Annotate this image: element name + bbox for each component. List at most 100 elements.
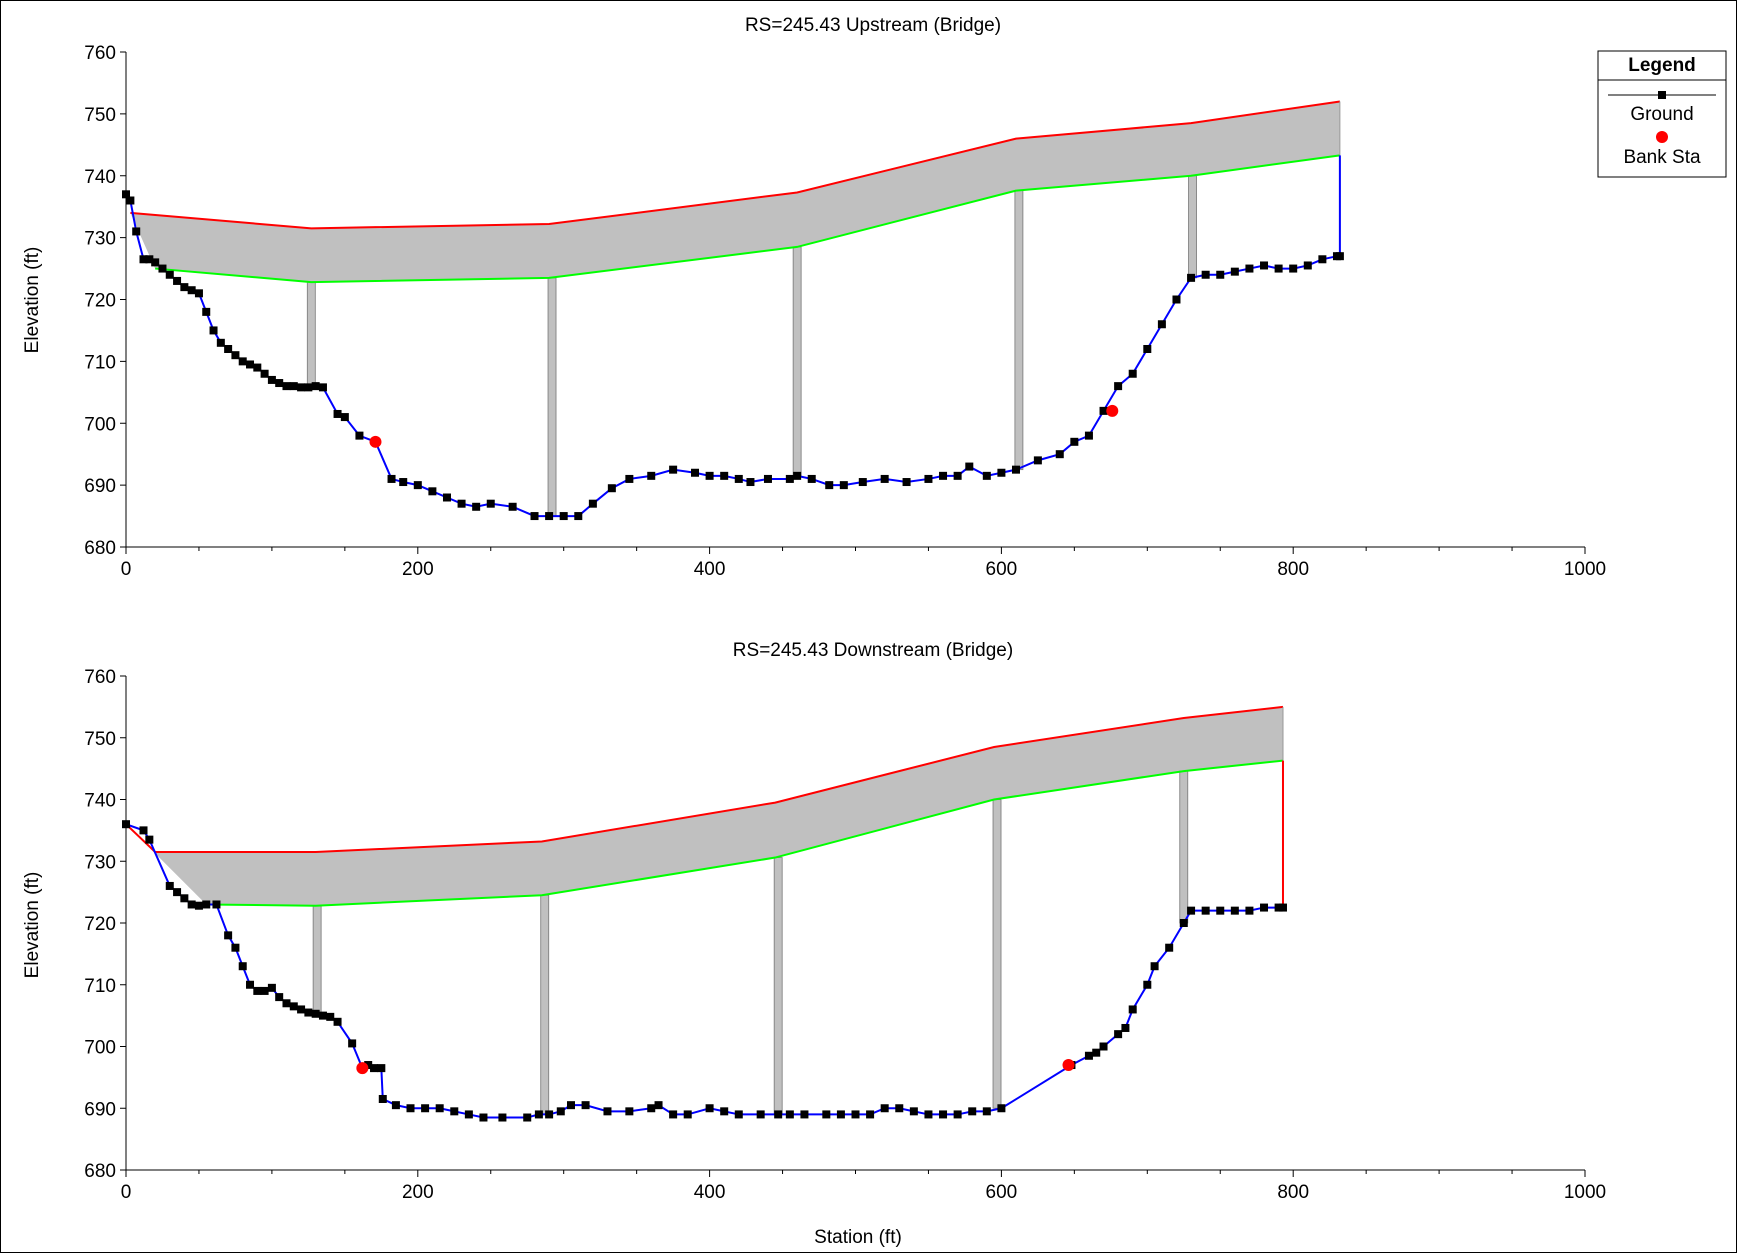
downstream-ground-point-25 — [326, 1012, 335, 1021]
upstream-ground-point-61 — [825, 481, 834, 490]
downstream-y-tick-label-710: 710 — [84, 976, 116, 997]
downstream-ground-point-24 — [318, 1011, 327, 1020]
upstream-ground-point-69 — [965, 462, 974, 471]
upstream-ground-point-18 — [238, 357, 247, 366]
upstream-ground-point-48 — [607, 484, 616, 493]
upstream-bridge-deck-fill — [130, 101, 1340, 283]
downstream-ground-point-45 — [566, 1101, 575, 1110]
upstream-ground-point-88 — [1260, 261, 1269, 270]
downstream-ground-point-91 — [1278, 903, 1287, 912]
downstream-ground-point-59 — [800, 1110, 809, 1119]
upstream-bank-station-2 — [1106, 404, 1119, 417]
downstream-bridge-deck-fill — [126, 706, 1283, 906]
upstream-ground-point-15 — [216, 338, 225, 347]
downstream-ground-point-26 — [333, 1017, 342, 1026]
downstream-ground-point-19 — [282, 999, 291, 1008]
downstream-ground-point-23 — [311, 1009, 320, 1018]
upstream-ground-point-94 — [1335, 252, 1344, 261]
legend-bank-sta-label: Bank Sta — [1623, 147, 1701, 168]
downstream-ground-point-62 — [851, 1110, 860, 1119]
downstream-ground-point-4 — [165, 881, 174, 890]
downstream-ground-point-68 — [939, 1110, 948, 1119]
upstream-ground-point-62 — [839, 481, 848, 490]
upstream-pier-3 — [792, 246, 802, 477]
upstream-ground-point-83 — [1187, 273, 1196, 282]
upstream-ground-point-31 — [340, 413, 349, 422]
upstream-y-tick-label-720: 720 — [84, 291, 116, 312]
downstream-y-tick-label-740: 740 — [84, 791, 116, 812]
downstream-y-axis-label: Elevation (ft) — [22, 872, 43, 979]
downstream-ground-point-90 — [1274, 903, 1283, 912]
downstream-ground-point-31 — [377, 1064, 386, 1073]
upstream-ground-point-24 — [282, 382, 291, 391]
upstream-ground-point-10 — [180, 283, 189, 292]
upstream-pier-1 — [306, 281, 316, 388]
downstream-x-tick-label-200: 200 — [402, 1182, 434, 1203]
downstream-ground-point-53 — [705, 1104, 714, 1113]
upstream-y-tick-label-710: 710 — [84, 352, 116, 373]
downstream-ground-point-29 — [364, 1061, 373, 1070]
upstream-ground-point-17 — [231, 351, 240, 360]
upstream-ground-point-65 — [902, 478, 911, 487]
downstream-ground-point-88 — [1245, 906, 1254, 915]
downstream-y-tick-label-720: 720 — [84, 914, 116, 935]
downstream-ground-point-42 — [534, 1110, 543, 1119]
upstream-ground-point-50 — [647, 471, 656, 480]
upstream-ground-point-39 — [457, 499, 466, 508]
downstream-ground-point-33 — [391, 1101, 400, 1110]
upstream-ground-point-8 — [165, 270, 174, 279]
upstream-ground-point-27 — [304, 383, 313, 392]
downstream-bank-station-1 — [356, 1062, 369, 1075]
upstream-ground-point-5 — [145, 255, 154, 264]
upstream-ground-point-66 — [924, 474, 933, 483]
downstream-ground-point-83 — [1179, 919, 1188, 927]
downstream-pier-2 — [540, 894, 550, 1115]
upstream-ground-point-28 — [311, 382, 320, 391]
upstream-bank-station-1 — [369, 435, 382, 448]
upstream-ground-point-30 — [333, 409, 342, 418]
downstream-ground-point-17 — [267, 983, 276, 992]
downstream-ground-point-77 — [1114, 1030, 1123, 1039]
downstream-ground-point-87 — [1230, 906, 1239, 915]
downstream-ground-point-86 — [1216, 906, 1225, 915]
upstream-ground-point-29 — [318, 383, 327, 392]
upstream-ground-point-68 — [953, 471, 962, 480]
upstream-ground-point-45 — [559, 512, 568, 521]
upstream-y-tick-label-680: 680 — [84, 538, 116, 559]
downstream-ground-point-32 — [378, 1094, 387, 1103]
upstream-ground-point-86 — [1230, 267, 1239, 276]
upstream-pier-2 — [547, 277, 557, 517]
downstream-ground-point-20 — [289, 1002, 298, 1011]
upstream-ground-point-60 — [807, 474, 816, 483]
downstream-bank-station-2 — [1062, 1059, 1075, 1072]
downstream-ground-point-81 — [1150, 962, 1159, 971]
upstream-chart: RS=245.43 Upstream (Bridge) Elevation (f… — [22, 15, 1606, 580]
downstream-ground-point-58 — [785, 1110, 794, 1119]
upstream-ground-point-91 — [1303, 261, 1312, 270]
downstream-ground-point-66 — [909, 1107, 918, 1116]
upstream-ground-point-12 — [194, 289, 203, 298]
upstream-ground-point-25 — [289, 382, 298, 391]
upstream-y-tick-label-700: 700 — [84, 414, 116, 435]
downstream-ground-point-10 — [212, 900, 221, 909]
downstream-ground-point-14 — [246, 980, 255, 989]
downstream-ground-point-34 — [406, 1104, 415, 1113]
upstream-ground-point-77 — [1099, 406, 1108, 415]
downstream-x-tick-label-400: 400 — [694, 1182, 726, 1203]
downstream-ground-point-89 — [1260, 903, 1269, 912]
downstream-pier-4 — [992, 799, 1002, 1109]
upstream-ground-point-2 — [126, 196, 135, 205]
downstream-y-tick-label-680: 680 — [84, 1161, 116, 1182]
downstream-ground-point-65 — [895, 1104, 904, 1113]
downstream-ground-point-72 — [997, 1104, 1006, 1113]
downstream-ground-point-2 — [139, 826, 148, 835]
upstream-ground-point-92 — [1318, 255, 1327, 264]
downstream-ground-point-60 — [822, 1110, 831, 1119]
downstream-ground-point-13 — [238, 962, 247, 971]
upstream-ground-point-59 — [793, 471, 802, 480]
downstream-ground-point-52 — [683, 1110, 692, 1119]
upstream-ground-point-37 — [428, 487, 437, 496]
downstream-ground-point-69 — [953, 1110, 962, 1119]
upstream-ground-point-36 — [413, 481, 422, 490]
upstream-ground-point-42 — [508, 502, 517, 511]
